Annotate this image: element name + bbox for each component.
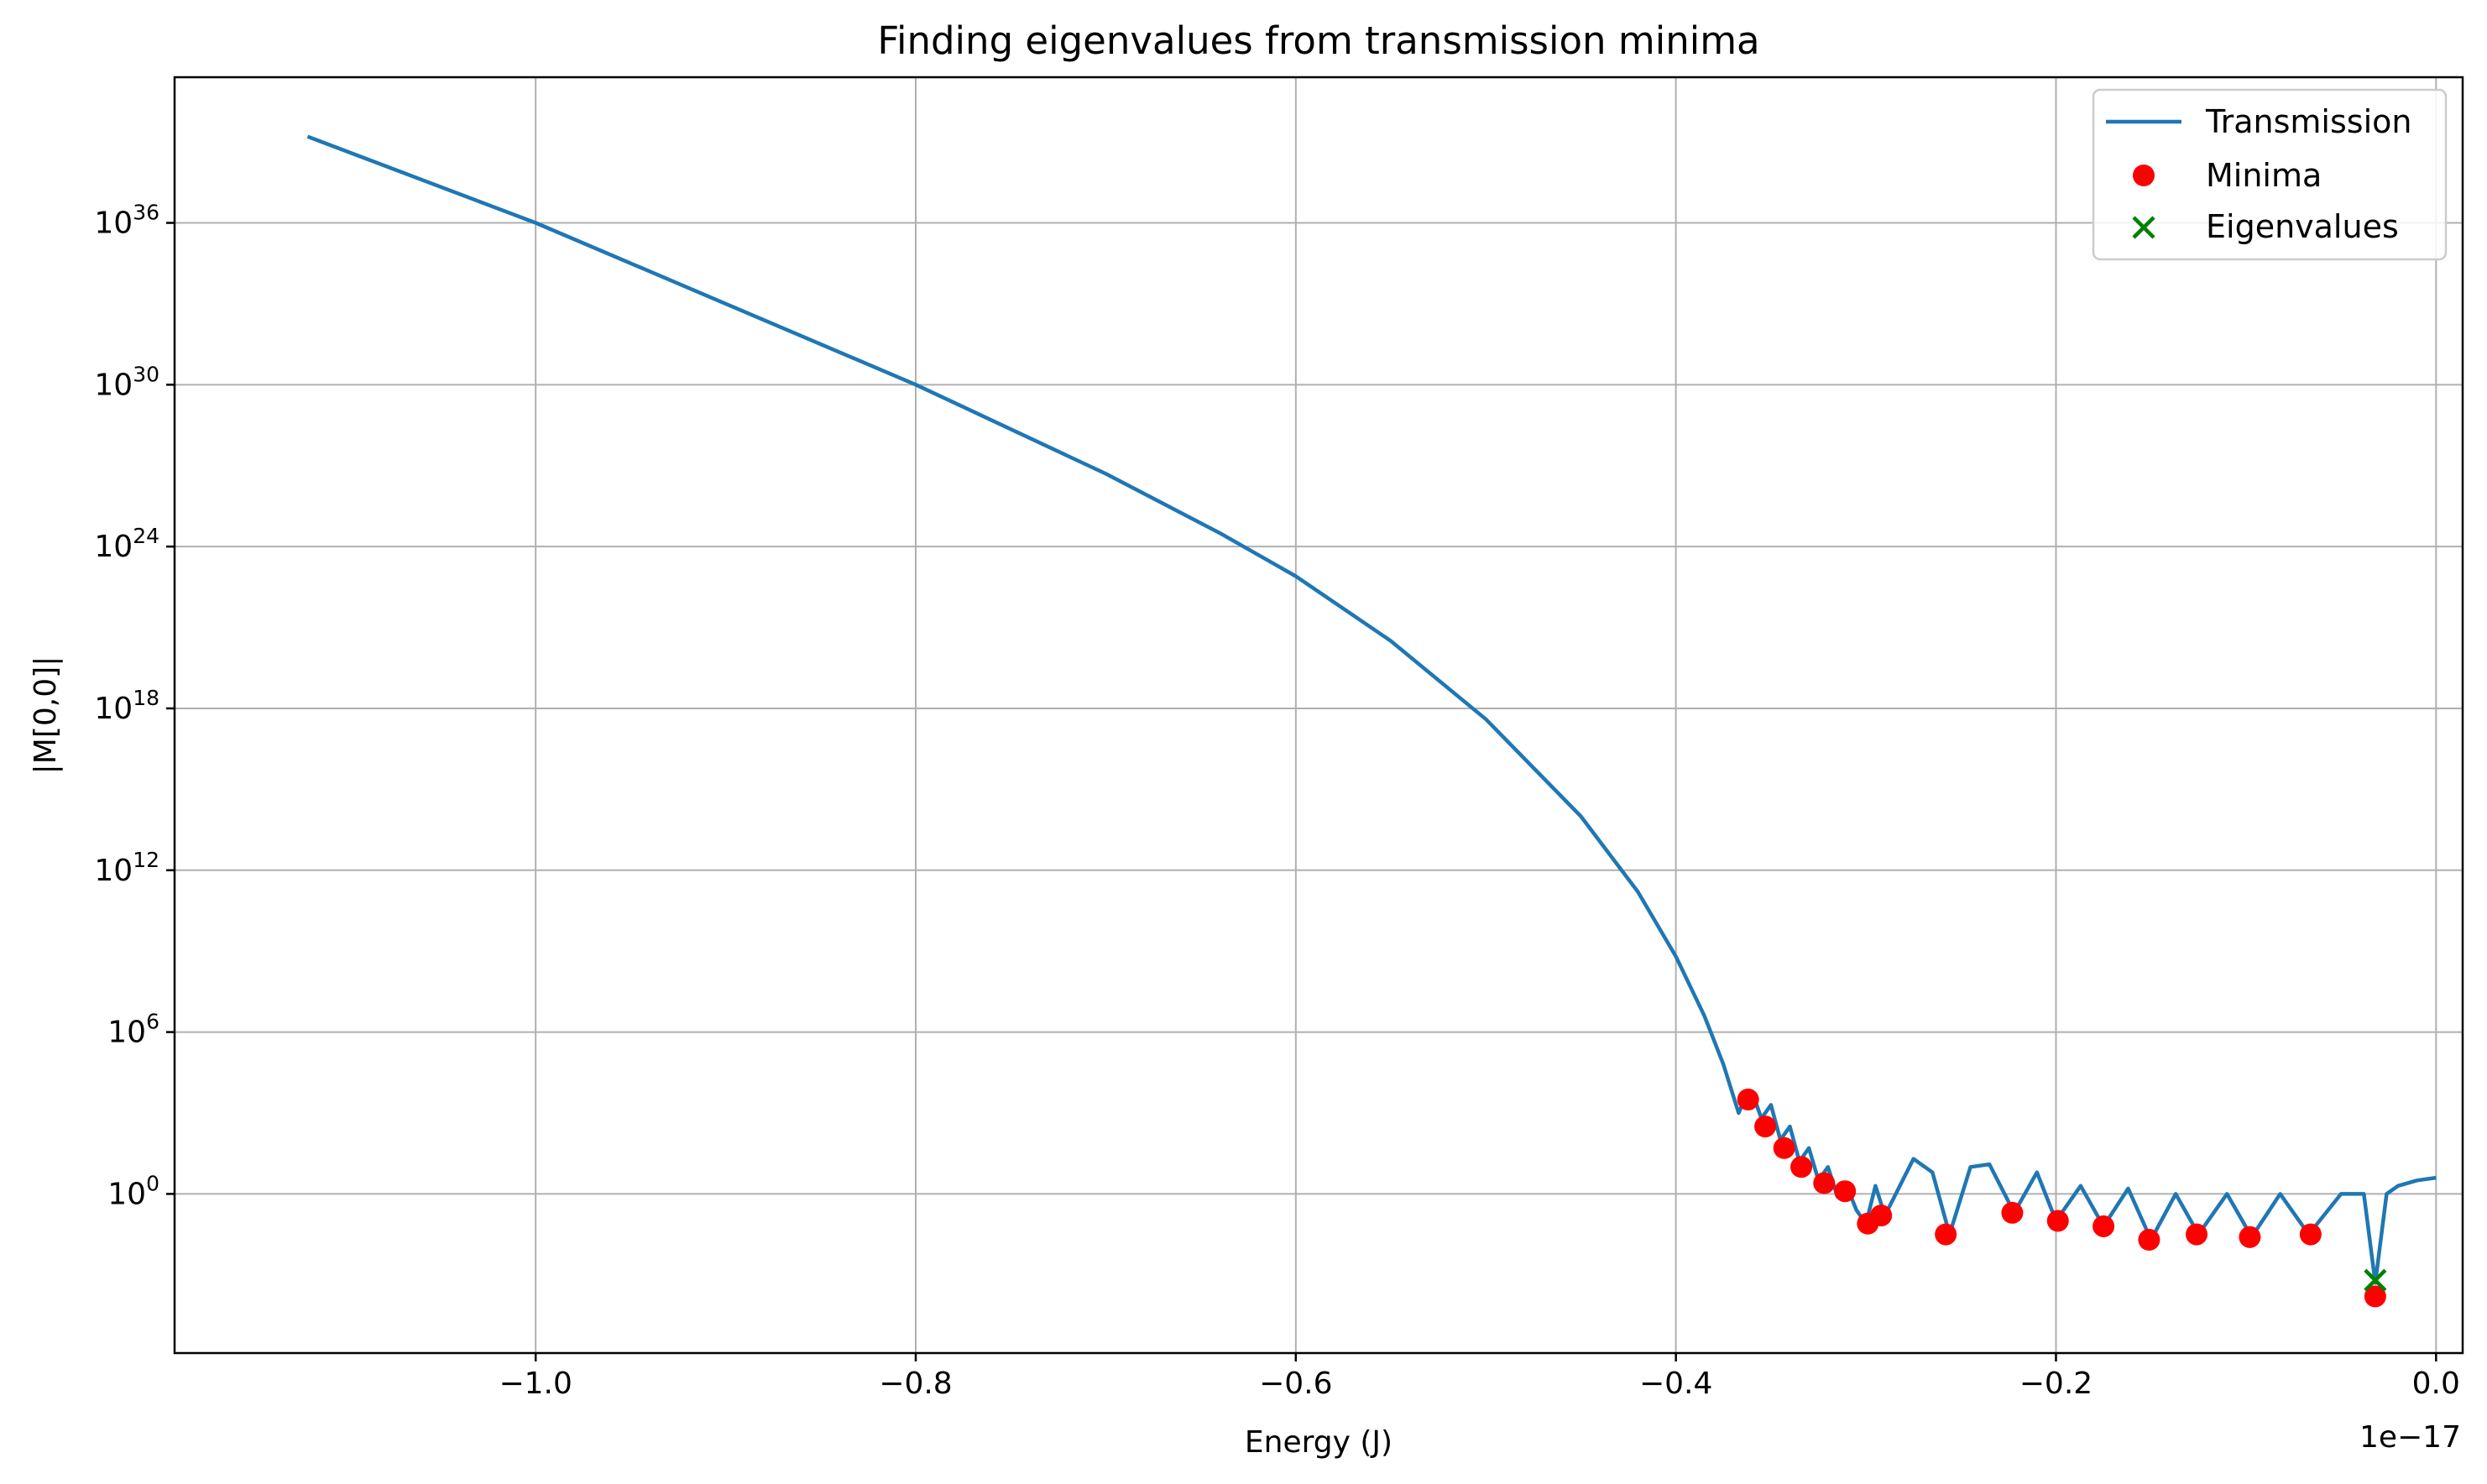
x-tick-label: −0.6	[1259, 1366, 1332, 1401]
minima-point	[2299, 1223, 2322, 1246]
x-tick-label: −0.2	[2019, 1366, 2093, 1401]
minima-point	[2093, 1215, 2115, 1237]
y-tick-label: 1036	[94, 201, 159, 241]
x-axis-label: Energy (J)	[1245, 1425, 1392, 1460]
plot-frame	[173, 76, 2464, 1355]
legend-label-minima: Minima	[2206, 157, 2322, 194]
legend: Transmission Minima Eigenvalues	[2092, 88, 2448, 261]
minima-point	[1813, 1172, 1836, 1194]
minima-point	[2138, 1229, 2160, 1251]
minima-point	[1870, 1204, 1893, 1227]
eigenvalue-stroke	[2364, 1268, 2387, 1292]
line-layer	[306, 134, 2437, 1285]
minima-point	[1935, 1223, 1957, 1246]
y-tick-label: 1012	[94, 848, 159, 888]
chart-title: Finding eigenvalues from transmission mi…	[877, 18, 1759, 63]
minima-point	[2364, 1285, 2386, 1308]
y-tick-label: 106	[107, 1010, 159, 1050]
minima-point	[1790, 1156, 1813, 1178]
y-tick-label: 1024	[94, 524, 159, 564]
x-axis: −1.0 −0.8 −0.6 −0.4 −0.2 0.0	[499, 1353, 2460, 1401]
minima-point	[1754, 1116, 1777, 1138]
legend-x-swatch	[2132, 216, 2155, 239]
minima-point	[1834, 1180, 1857, 1203]
eigenvalue-point	[2364, 1268, 2387, 1292]
minima-point	[2046, 1210, 2069, 1232]
minima-point	[2186, 1223, 2208, 1246]
x-tick-label: −1.0	[499, 1366, 572, 1401]
minima-point	[1737, 1088, 1759, 1110]
legend-label-eigenvalues: Eigenvalues	[2206, 208, 2399, 245]
x-tick-label: −0.4	[1639, 1366, 1712, 1401]
y-tick-label: 1018	[94, 686, 159, 726]
minima-point	[2001, 1201, 2024, 1224]
legend-label-transmission: Transmission	[2205, 103, 2411, 140]
legend-circle-swatch	[2133, 165, 2155, 186]
marker-layer	[1737, 1088, 2387, 1308]
x-tick-label: 0.0	[2412, 1366, 2460, 1401]
y-axis-label: |M[0,0]|	[29, 656, 63, 775]
y-tick-label: 1030	[94, 362, 159, 402]
minima-point	[2239, 1225, 2261, 1248]
y-tick-label: 100	[107, 1171, 159, 1211]
grid-layer	[175, 77, 2463, 1353]
legend-box	[2092, 88, 2448, 261]
x-offset-label: 1e−17	[2359, 1420, 2461, 1455]
minima-point	[1773, 1137, 1795, 1159]
transmission-line	[306, 134, 2437, 1285]
y-axis: 100 106 1012 1018 1024 1030 1036	[94, 201, 175, 1211]
x-tick-label: −0.8	[879, 1366, 952, 1401]
